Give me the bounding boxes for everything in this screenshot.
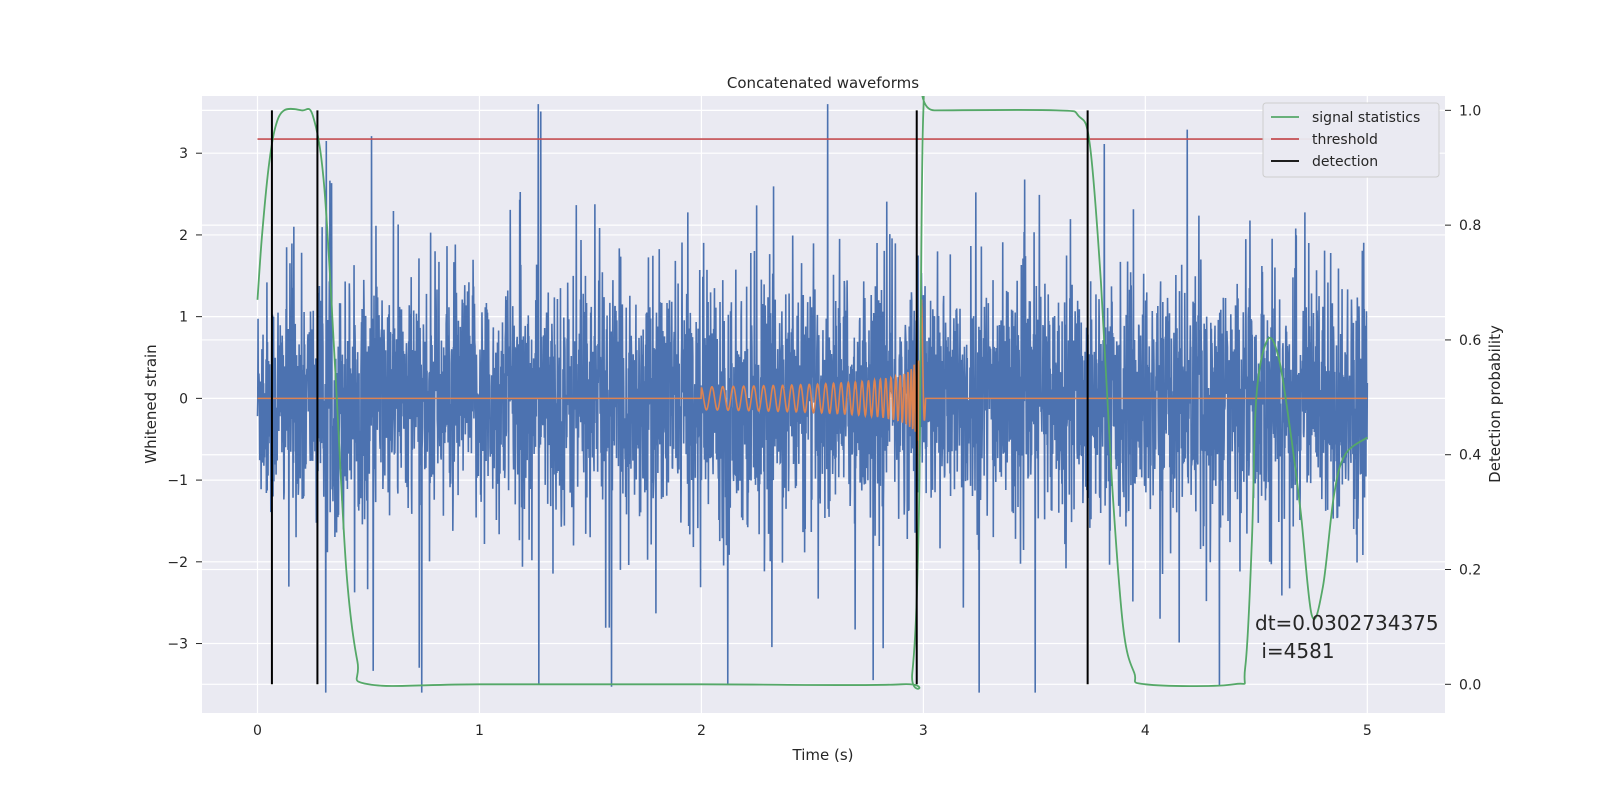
y-left-tick-label: 2 <box>179 228 188 244</box>
annotation-i: i=4581 <box>1255 639 1335 663</box>
axis-ticks: 0 1 2 3 4 5 −3 −2 −1 0 1 2 3 0.0 0.2 0.4 0.6 0.8 1.0 <box>167 103 1481 739</box>
legend-label-detection: detection <box>1312 154 1378 170</box>
y-axis-left-label: Whitened strain <box>142 344 160 463</box>
y-left-tick-label: −2 <box>167 555 188 571</box>
legend-label-signal-statistics: signal statistics <box>1312 110 1420 126</box>
x-tick-label: 1 <box>475 723 484 739</box>
y-left-tick-label: 0 <box>179 391 188 407</box>
x-axis-label: Time (s) <box>792 746 854 764</box>
y-right-tick-label: 0.2 <box>1459 563 1481 579</box>
y-left-tick-label: −3 <box>167 637 188 653</box>
y-axis-right-label: Detection probability <box>1486 325 1504 483</box>
legend: signal statistics threshold detection <box>1262 102 1440 178</box>
chart-title: Concatenated waveforms <box>727 74 919 92</box>
plot-series <box>256 96 1369 693</box>
y-right-tick-label: 0.6 <box>1459 333 1481 349</box>
series-signal-statistics-line <box>256 96 1368 690</box>
y-left-tick-label: 1 <box>179 310 188 326</box>
y-left-tick-label: −1 <box>167 473 188 489</box>
annotation-dt: dt=0.0302734375 <box>1255 611 1439 635</box>
legend-box <box>1262 102 1440 178</box>
y-right-tick-label: 0.8 <box>1459 218 1481 234</box>
x-tick-label: 4 <box>1141 723 1150 739</box>
y-right-tick-label: 0.4 <box>1459 448 1481 464</box>
x-tick-label: 5 <box>1363 723 1372 739</box>
series-whitened-strain-line <box>256 104 1369 693</box>
legend-label-threshold: threshold <box>1312 132 1378 148</box>
x-tick-label: 3 <box>919 723 928 739</box>
x-tick-label: 0 <box>253 723 262 739</box>
series-injected-waveform-line <box>257 299 1368 482</box>
y-right-tick-label: 1.0 <box>1459 103 1481 119</box>
x-tick-label: 2 <box>697 723 706 739</box>
y-right-tick-label: 0.0 <box>1459 677 1481 693</box>
y-left-tick-label: 3 <box>179 146 188 162</box>
